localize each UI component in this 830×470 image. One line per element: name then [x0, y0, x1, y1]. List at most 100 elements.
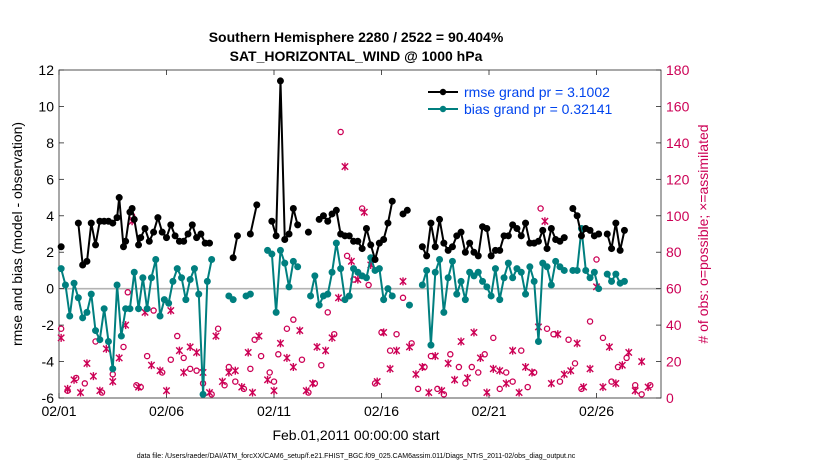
bias-series-line [421, 258, 565, 346]
obs-assimilated-marker [283, 353, 291, 362]
obs-assimilated-marker [586, 364, 594, 373]
bias-series-point [117, 332, 125, 340]
obs-possible-marker [386, 347, 394, 354]
obs-assimilated-marker [579, 383, 588, 392]
obs-possible-marker [232, 378, 239, 385]
rmse-series-point [513, 225, 521, 233]
obs-assimilated-marker [379, 328, 388, 337]
bias-series-point [350, 265, 358, 273]
bias-series-point [590, 268, 598, 276]
y-left-tick-label: 0 [46, 281, 54, 297]
bias-series-line [266, 249, 299, 313]
rmse-series-point [268, 217, 276, 225]
y-left-tick-label: 6 [46, 171, 54, 187]
bias-series-point [169, 277, 177, 285]
bias-series-point [345, 292, 353, 300]
bias-series-point [199, 390, 207, 398]
bias-series-point [307, 292, 315, 300]
obs-assimilated-marker [412, 370, 420, 379]
obs-possible-marker [490, 334, 497, 342]
rmse-series-point [436, 215, 444, 223]
obs-assimilated-marker [57, 333, 65, 342]
y-left-tick-label: -6 [42, 390, 55, 406]
obs-possible-marker [290, 316, 297, 323]
bias-series-point [225, 292, 233, 300]
rmse-series-point [423, 252, 431, 260]
bias-series-point [517, 268, 525, 276]
rmse-series-point [380, 235, 388, 243]
bias-series-point [547, 281, 555, 289]
y-left-tick-label: 2 [46, 244, 54, 260]
obs-assimilated-marker [438, 386, 446, 395]
rmse-series-point [504, 232, 512, 240]
rmse-series-point [457, 228, 465, 236]
obs-possible-marker [318, 361, 325, 369]
obs-assimilated-marker [554, 330, 562, 339]
obs-assimilated-marker [255, 332, 263, 341]
obs-possible-marker [343, 252, 351, 260]
obs-possible-marker [393, 330, 400, 338]
rmse-series-point [388, 197, 396, 205]
rmse-series-point [158, 228, 166, 236]
rmse-series-point [470, 248, 478, 256]
obs-possible-marker [593, 256, 600, 263]
obs-assimilated-marker [463, 373, 472, 382]
rmse-series-point [466, 239, 474, 247]
bias-series-point [83, 308, 91, 316]
bias-series-point [104, 338, 112, 346]
rmse-series-point [547, 225, 555, 233]
bias-series-point [324, 290, 332, 298]
rmse-series-point [233, 232, 241, 240]
bias-series-point [612, 270, 620, 278]
obs-assimilated-marker [70, 375, 78, 384]
rmse-series-point [418, 243, 426, 251]
obs-possible-marker [270, 378, 278, 385]
y-right-tick-label: 180 [666, 62, 690, 78]
rmse-series-point [171, 232, 179, 240]
obs-assimilated-marker [334, 293, 343, 302]
rmse-series-point [324, 217, 332, 225]
bias-series-point [491, 265, 499, 273]
obs-possible-marker [509, 378, 516, 385]
obs-assimilated-marker [328, 333, 336, 342]
obs-assimilated-marker [373, 377, 381, 386]
obs-assimilated-marker [167, 306, 175, 315]
rmse-series-point [294, 221, 302, 229]
legend-swatch-marker [439, 88, 447, 96]
bias-series-point [79, 314, 87, 322]
obs-assimilated-marker [637, 357, 646, 366]
bias-series-point [513, 265, 521, 273]
rmse-series-point [560, 234, 568, 242]
obs-assimilated-marker [309, 379, 317, 388]
bias-series-point [74, 294, 82, 302]
bias-series-point [195, 290, 203, 298]
obs-assimilated-marker [205, 388, 214, 397]
bias-series-point [92, 327, 100, 335]
bias-series-point [264, 246, 272, 254]
obs-assimilated-marker [618, 361, 626, 370]
rmse-series-point [184, 230, 192, 238]
obs-assimilated-marker [483, 388, 491, 397]
obs-assimilated-marker [405, 342, 414, 351]
y-right-tick-label: 0 [666, 390, 674, 406]
obs-assimilated-marker [502, 379, 510, 388]
y-left-tick-label: -2 [42, 317, 55, 333]
bias-series-point [440, 308, 448, 316]
bias-series-point [448, 257, 456, 265]
obs-assimilated-marker [560, 370, 568, 379]
x-tick-label: 02/11 [257, 403, 291, 419]
obs-assimilated-marker [186, 342, 194, 351]
obs-possible-marker [638, 391, 645, 398]
obs-possible-marker [251, 336, 258, 343]
rmse-series-point [603, 230, 611, 238]
rmse-series-point [332, 206, 340, 214]
obs-possible-marker [474, 369, 482, 376]
bias-series-point [526, 263, 534, 271]
rmse-series-point [150, 228, 158, 236]
bias-series-point [70, 279, 78, 287]
obs-assimilated-marker [489, 364, 497, 373]
obs-assimilated-marker [547, 379, 556, 388]
obs-assimilated-marker [270, 386, 278, 395]
bias-series-point [479, 277, 487, 285]
